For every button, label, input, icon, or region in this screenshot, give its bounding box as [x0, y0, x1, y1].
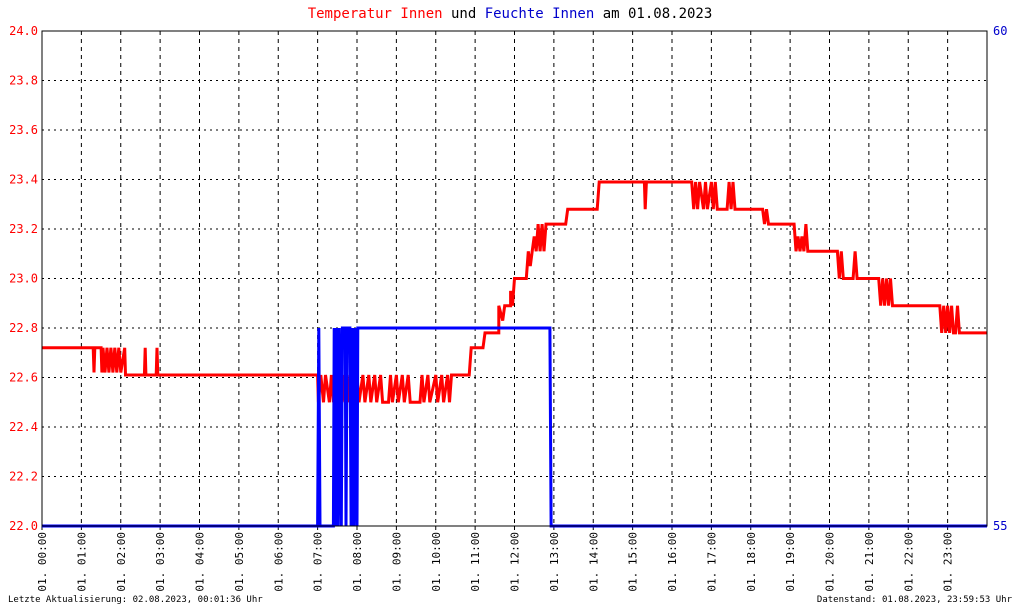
x-tick-label: 01. 19:00: [784, 532, 797, 592]
x-tick-label: 01. 14:00: [587, 532, 600, 592]
x-tick-label: 01. 18:00: [745, 532, 758, 592]
x-tick-label: 01. 11:00: [469, 532, 482, 592]
x-tick-label: 01. 23:00: [942, 532, 955, 592]
x-tick-label: 01. 07:00: [312, 532, 325, 592]
chart-title-part-2: Feuchte Innen: [485, 6, 595, 22]
x-tick-label: 01. 12:00: [509, 532, 522, 592]
left-tick-label: 22.2: [9, 470, 38, 484]
plot-border: [41, 30, 988, 527]
x-tick-label: 01. 17:00: [705, 532, 718, 592]
x-tick-label: 01. 20:00: [824, 532, 837, 592]
x-tick-label: 01. 09:00: [390, 532, 403, 592]
left-tick-label: 23.4: [9, 173, 38, 187]
x-tick-label: 01. 05:00: [233, 532, 246, 592]
x-tick-label: 01. 03:00: [154, 532, 167, 592]
x-tick-label: 01. 02:00: [115, 532, 128, 592]
x-tick-label: 01. 01:00: [75, 532, 88, 592]
x-tick-label: 01. 13:00: [548, 532, 561, 592]
right-tick-label: 60: [993, 24, 1007, 38]
chart-title-part-3: am 01.08.2023: [594, 6, 712, 22]
left-tick-label: 23.6: [9, 123, 38, 137]
chart-title: Temperatur Innen und Feuchte Innen am 01…: [308, 6, 713, 22]
left-tick-label: 23.0: [9, 272, 38, 286]
left-tick-label: 22.8: [9, 321, 38, 335]
x-tick-label: 01. 15:00: [627, 532, 640, 592]
x-tick-label: 01. 10:00: [430, 532, 443, 592]
left-tick-label: 22.6: [9, 371, 38, 385]
left-tick-label: 23.8: [9, 74, 38, 88]
x-tick-label: 01. 08:00: [351, 532, 364, 592]
footer-data-status: Datenstand: 01.08.2023, 23:59:53 Uhr: [817, 595, 1013, 605]
left-tick-label: 23.2: [9, 222, 38, 236]
x-tick-label: 01. 22:00: [902, 532, 915, 592]
left-tick-label: 24.0: [9, 24, 38, 38]
x-tick-label: 01. 16:00: [666, 532, 679, 592]
x-tick-label: 01. 06:00: [272, 532, 285, 592]
footer-last-update: Letzte Aktualisierung: 02.08.2023, 00:01…: [8, 595, 263, 605]
chart-title-part-0: Temperatur Innen: [308, 6, 443, 22]
x-tick-label: 01. 21:00: [863, 532, 876, 592]
left-tick-label: 22.4: [9, 420, 38, 434]
right-tick-label: 55: [993, 519, 1007, 533]
x-tick-label: 01. 00:00: [36, 532, 49, 592]
temperature-series-line: [42, 180, 987, 404]
chart-title-part-1: und: [443, 6, 485, 22]
left-tick-label: 22.0: [9, 519, 38, 533]
x-tick-label: 01. 04:00: [194, 532, 207, 592]
